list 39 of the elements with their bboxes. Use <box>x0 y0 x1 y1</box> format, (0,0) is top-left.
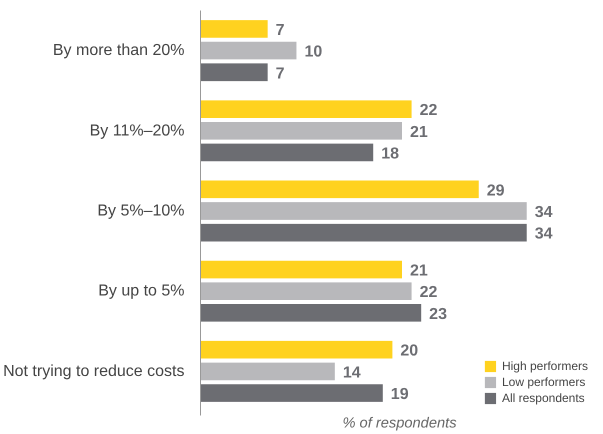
y-tick-label: By more than 20% <box>52 42 184 60</box>
bar <box>200 202 527 220</box>
data-label: 21 <box>410 262 428 280</box>
y-tick-label: By 11%–20% <box>90 122 184 140</box>
bar <box>200 144 374 162</box>
data-label: 21 <box>410 124 428 141</box>
data-label: 7 <box>276 65 285 82</box>
bar <box>200 122 402 140</box>
bar <box>200 224 527 242</box>
bar <box>200 304 422 322</box>
x-axis-title: % of respondents <box>342 416 458 432</box>
data-label: 18 <box>381 145 400 162</box>
y-tick-label: Not trying to reduce costs <box>3 362 185 380</box>
bar <box>200 384 383 402</box>
data-label: 20 <box>400 342 418 360</box>
bar <box>200 260 402 278</box>
data-label: 7 <box>276 22 285 39</box>
y-tick-label: By up to 5% <box>98 282 185 300</box>
data-label: 22 <box>420 284 438 302</box>
data-label: 34 <box>534 204 553 221</box>
data-label: 29 <box>486 182 505 200</box>
bar <box>200 63 268 82</box>
data-label: 14 <box>342 364 361 382</box>
bar <box>200 100 412 118</box>
bar <box>200 20 268 38</box>
data-label: 34 <box>534 226 553 243</box>
bar <box>200 282 412 300</box>
legend-label: Low performers <box>502 375 586 389</box>
data-label: 10 <box>304 44 322 61</box>
data-label: 19 <box>390 386 409 404</box>
legend-label: High performers <box>502 359 588 373</box>
bar <box>200 362 335 380</box>
bar <box>200 42 296 60</box>
data-label: 23 <box>429 306 448 323</box>
bar <box>200 340 392 359</box>
legend-label: All respondents <box>502 391 585 405</box>
bar <box>200 180 479 198</box>
y-tick-label: By 5%–10% <box>97 202 185 220</box>
data-label: 22 <box>420 102 438 120</box>
